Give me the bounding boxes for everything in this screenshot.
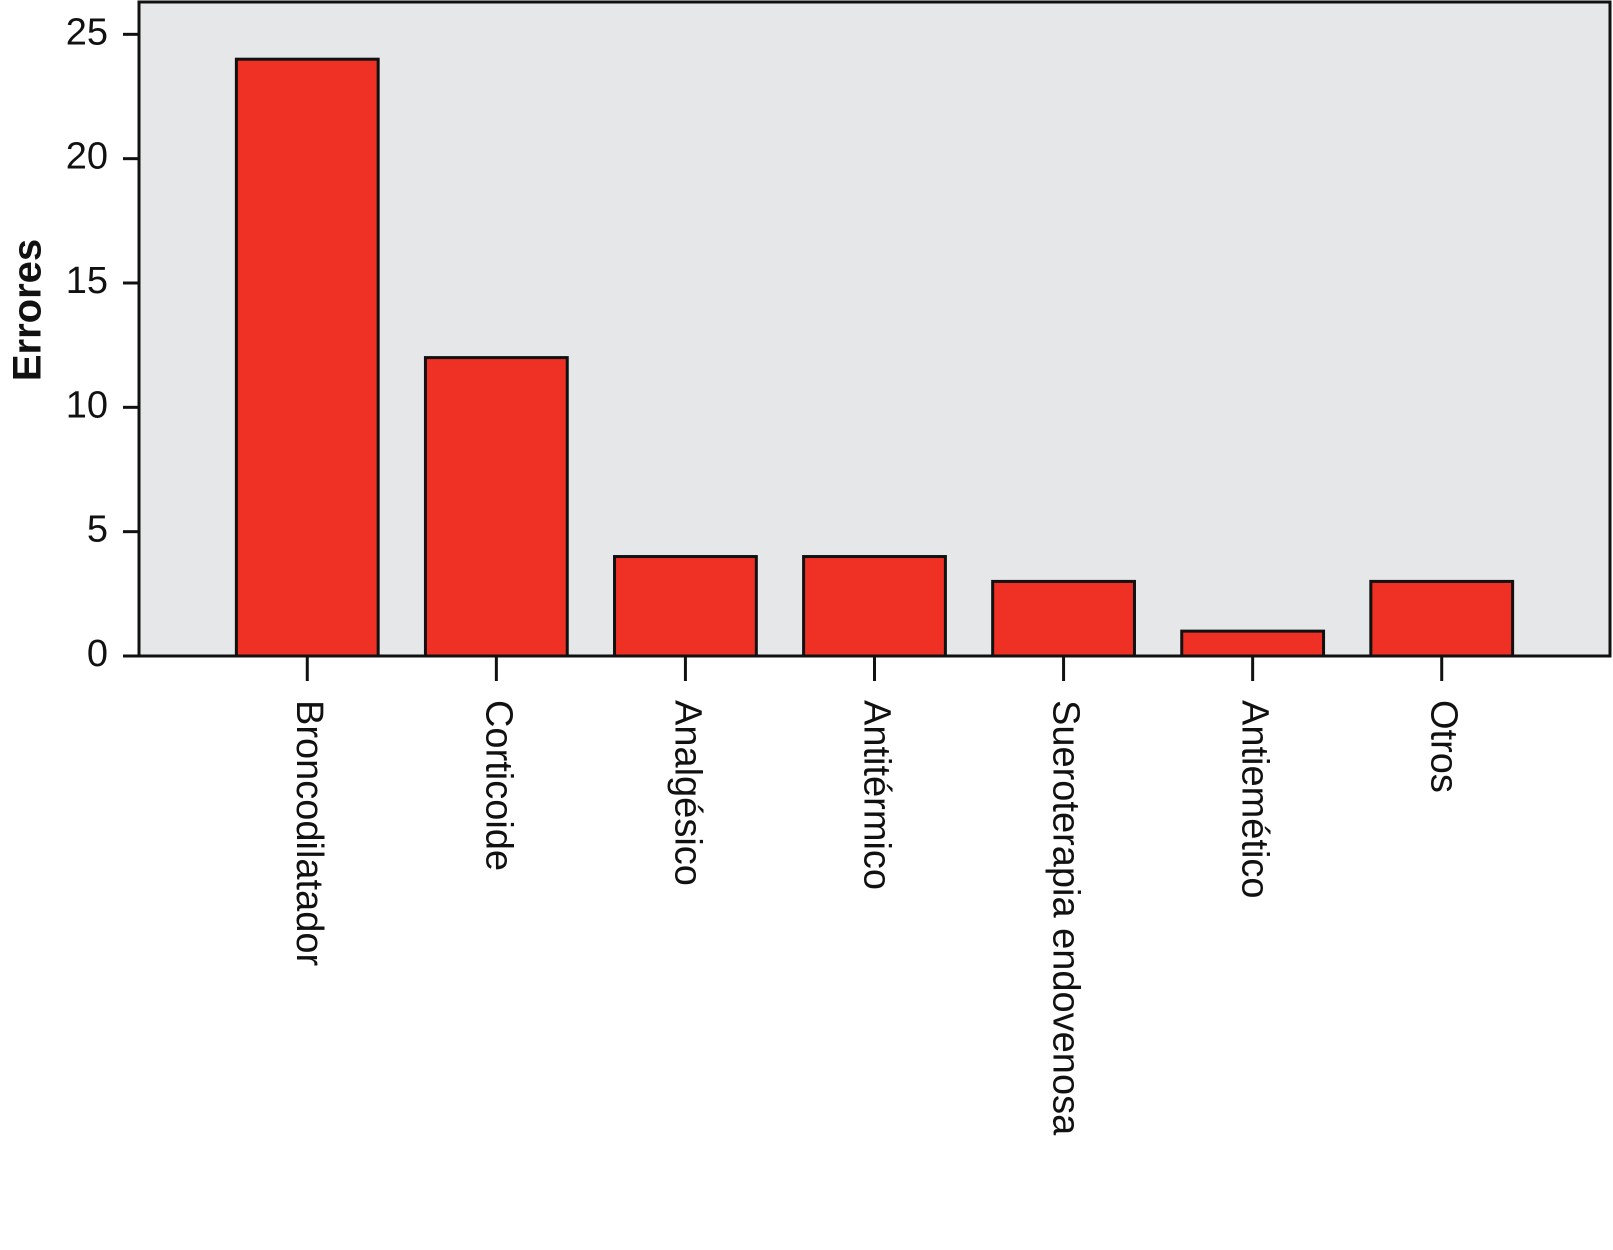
bar [802,555,947,658]
x-tick-label: Antiemético [1234,700,1276,899]
x-tick-label: Sueroterapia endovenosa [1045,700,1087,1136]
y-tick-label: 15 [66,260,108,302]
y-tick-label: 10 [66,384,108,426]
y-tick-label: 0 [87,633,108,675]
x-tick-label: Antitérmico [855,700,897,890]
bar [423,356,569,658]
x-tick-label: Broncodilatador [288,700,330,967]
bar [613,555,758,658]
bar [991,579,1136,658]
x-tick-label: Otros [1423,700,1465,793]
plot-area [137,0,1612,658]
bar [1180,629,1326,658]
y-tick-label: 20 [66,136,108,178]
x-tick-label: Analgésico [666,700,708,886]
bar [234,57,380,658]
bar [1369,579,1515,658]
y-tick-label: 25 [66,11,108,53]
x-tick-label: Corticoide [477,700,519,871]
y-axis-title: Errores [6,239,50,381]
y-tick-label: 5 [87,509,108,551]
